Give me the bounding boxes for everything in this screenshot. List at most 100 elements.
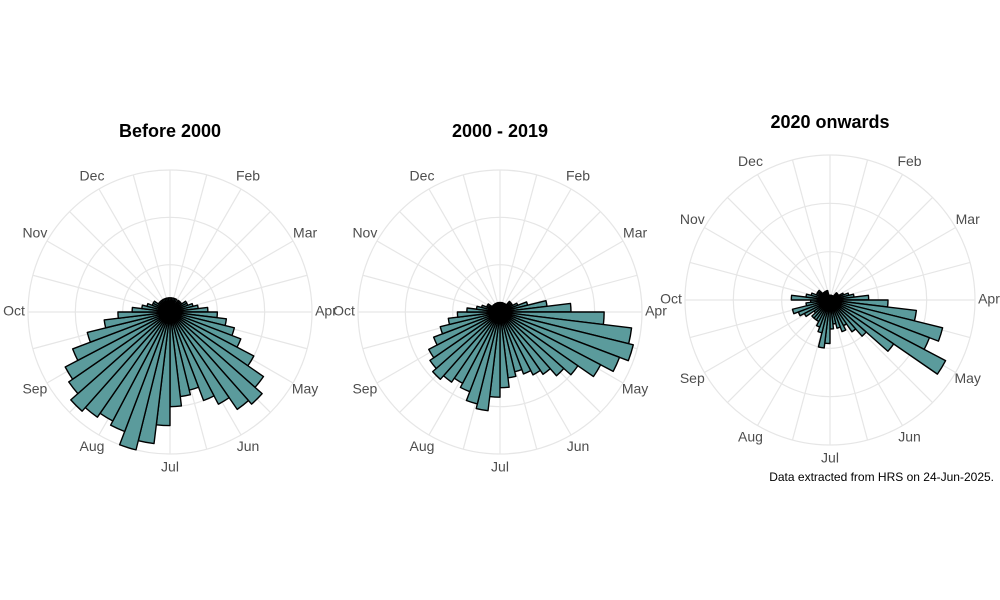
month-label: Jun	[567, 438, 590, 454]
month-label: Aug	[80, 438, 105, 454]
caption: Data extracted from HRS on 24-Jun-2025.	[769, 470, 994, 484]
bar	[439, 311, 501, 335]
month-label: May	[622, 381, 648, 397]
spoke	[169, 211, 271, 313]
bar	[499, 311, 542, 376]
bar	[829, 299, 857, 333]
spoke	[756, 174, 831, 301]
month-label: Mar	[956, 211, 980, 227]
month-label: Sep	[352, 381, 377, 397]
grid-circle	[27, 169, 313, 455]
month-label: Aug	[410, 438, 435, 454]
spoke	[499, 188, 572, 313]
month-label: Apr	[645, 303, 667, 319]
month-label: Nov	[352, 225, 377, 241]
bar	[169, 311, 215, 402]
bar	[499, 311, 565, 377]
month-label: May	[954, 370, 980, 386]
bar	[829, 299, 841, 329]
month-label: Aug	[738, 428, 763, 444]
chart-title: Before 2000	[119, 121, 221, 141]
bar	[432, 311, 501, 346]
chart-title: 2000 - 2019	[452, 121, 548, 141]
month-label: Feb	[897, 153, 921, 169]
bar	[828, 294, 831, 301]
bar	[431, 311, 501, 381]
spoke	[132, 174, 171, 313]
spoke	[829, 159, 869, 301]
month-label: Apr	[315, 303, 337, 319]
month-label: Sep	[22, 381, 47, 397]
month-label: Dec	[80, 168, 105, 184]
bar	[103, 311, 171, 329]
bar	[499, 311, 532, 375]
spoke	[399, 211, 501, 313]
bar	[829, 299, 847, 333]
bar	[498, 301, 501, 313]
bar	[71, 311, 171, 362]
bar	[499, 311, 621, 373]
spoke	[462, 174, 501, 313]
bar	[829, 299, 867, 337]
month-label: Nov	[22, 225, 47, 241]
bar	[499, 311, 551, 376]
bar	[169, 311, 230, 405]
month-label: Jun	[898, 428, 921, 444]
polar-chart: Before 2000 Feb Mar Apr May Jun Jul Aug Sep Oct No…	[3, 121, 337, 475]
month-label: Jun	[237, 438, 260, 454]
month-label: Jul	[821, 450, 839, 466]
spoke	[727, 197, 831, 301]
spoke	[69, 211, 171, 313]
bar	[805, 299, 831, 307]
bar	[64, 311, 171, 380]
spoke	[169, 188, 242, 313]
spoke	[704, 226, 831, 301]
month-label: Mar	[623, 225, 647, 241]
polar-chart: 2020 onwards Feb Mar Apr May Jun Jul Aug Sep Oct N…	[660, 112, 1000, 466]
month-label: Jul	[161, 459, 179, 475]
bar	[117, 311, 171, 319]
month-label: Jul	[491, 459, 509, 475]
spoke	[98, 188, 171, 313]
spoke	[499, 240, 624, 313]
polar-chart: 2000 - 2019 Feb Mar Apr May Jun Jul Aug Sep Oct No…	[333, 121, 667, 475]
spoke	[428, 188, 501, 313]
grid-circle	[732, 202, 928, 398]
month-label: Sep	[680, 370, 705, 386]
month-label: May	[292, 381, 318, 397]
month-label: Dec	[410, 168, 435, 184]
bar	[167, 297, 171, 313]
spoke	[169, 174, 208, 313]
bar	[169, 311, 263, 405]
bar	[109, 311, 171, 433]
grid-circle	[357, 169, 643, 455]
spoke	[791, 159, 831, 301]
bar	[829, 299, 947, 375]
spoke	[46, 240, 171, 313]
month-label: Dec	[738, 153, 763, 169]
bar	[829, 299, 895, 352]
bar	[447, 311, 501, 326]
bar	[791, 299, 831, 315]
bar	[68, 311, 171, 395]
bar	[499, 311, 579, 376]
bar	[429, 311, 501, 370]
month-label: Oct	[3, 303, 25, 319]
grid-circle	[684, 154, 976, 446]
chart-title: 2020 onwards	[770, 112, 889, 132]
spoke	[499, 211, 601, 313]
bar	[456, 311, 501, 318]
spoke	[376, 240, 501, 313]
month-label: Nov	[680, 211, 705, 227]
bar	[86, 311, 171, 343]
month-label: Mar	[293, 225, 317, 241]
month-label: Feb	[566, 168, 590, 184]
spoke	[829, 226, 956, 301]
spoke	[829, 174, 904, 301]
spoke	[169, 240, 294, 313]
spoke	[829, 197, 933, 301]
month-label: Feb	[236, 168, 260, 184]
bar	[70, 311, 171, 412]
bar	[169, 311, 250, 411]
